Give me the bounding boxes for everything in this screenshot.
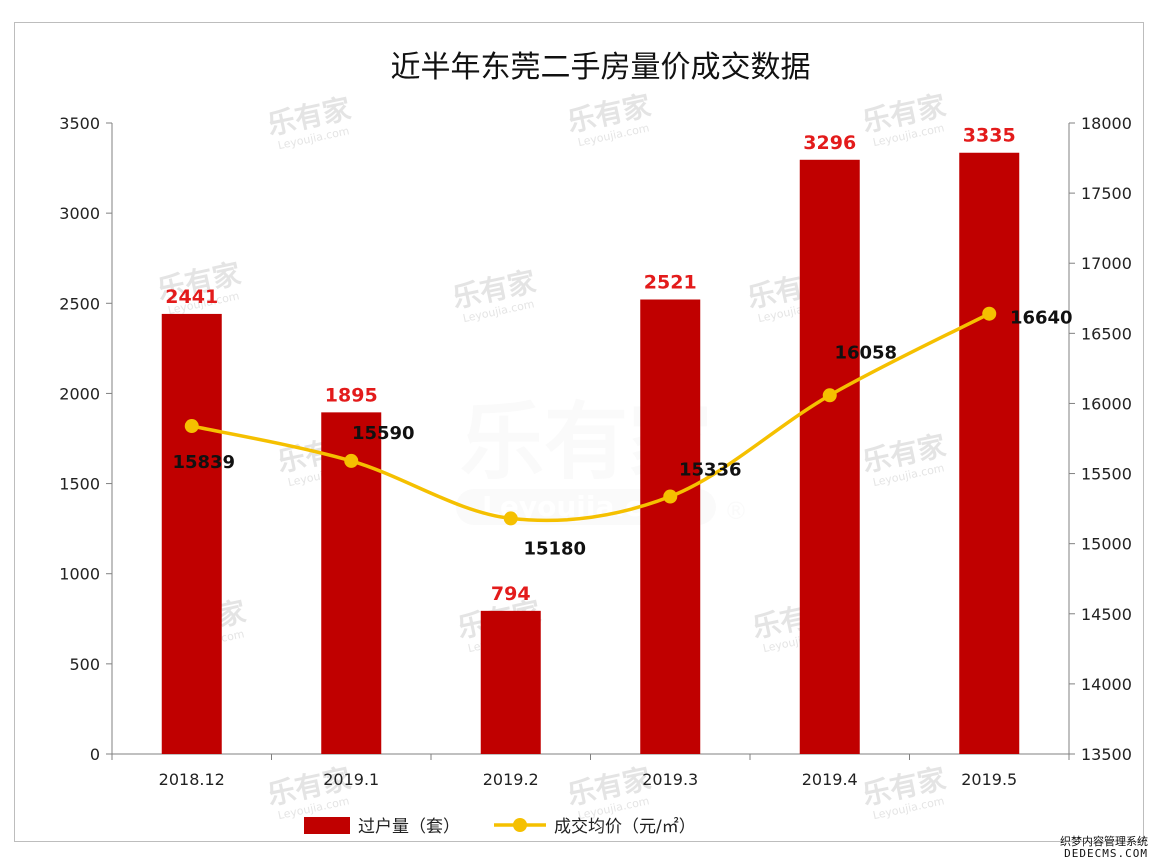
bar-value-label: 3296: [803, 132, 856, 154]
x-axis-tick-label: 2018.12: [159, 770, 225, 789]
bar: [161, 313, 222, 754]
price-point: [503, 511, 518, 526]
credit-line1: 织梦内容管理系统: [1060, 835, 1148, 848]
price-value-label: 16058: [834, 342, 897, 363]
bar-value-label: 1895: [325, 384, 378, 406]
x-axis-tick-label: 2019.4: [802, 770, 858, 789]
chart-frame: 乐有家 Leyoujia.com 乐有家 Leyoujia.com 乐有家 Leyouji…: [14, 22, 1144, 842]
site-credit: 织梦内容管理系统 DEDECMS.COM: [1060, 836, 1148, 860]
right-axis-tick-label: 15000: [1081, 535, 1132, 554]
legend-label-line: 成交均价（元/㎡）: [554, 817, 696, 837]
price-value-label: 15336: [679, 460, 742, 481]
x-axis-tick-label: 2019.3: [642, 770, 698, 789]
bar: [480, 610, 541, 754]
x-axis-tick-label: 2019.2: [483, 770, 539, 789]
price-point: [822, 388, 837, 403]
price-value-label: 15839: [172, 452, 235, 473]
price-point: [663, 489, 678, 504]
right-axis-tick-label: 17500: [1081, 184, 1132, 203]
watermark-registered-mark: ®: [724, 497, 748, 525]
x-axis-tick-label: 2019.1: [323, 770, 379, 789]
right-axis-tick-label: 18000: [1081, 114, 1132, 133]
right-axis-tick-label: 14000: [1081, 675, 1132, 694]
legend-swatch-bar: [304, 817, 350, 834]
price-value-label: 15180: [523, 538, 586, 559]
price-point: [184, 419, 199, 434]
left-axis-tick-label: 2000: [59, 384, 100, 403]
price-line: [191, 312, 991, 523]
right-axis-tick-label: 13500: [1081, 745, 1132, 764]
left-axis-tick-label: 500: [69, 655, 100, 674]
left-axis-tick-label: 3500: [59, 114, 100, 133]
credit-line2: DEDECMS.COM: [1064, 847, 1148, 860]
bar-value-label: 3335: [963, 125, 1016, 147]
right-axis-tick-label: 16000: [1081, 394, 1132, 413]
legend-label-bar: 过户量（套）: [358, 817, 460, 837]
bar: [640, 299, 701, 754]
left-axis-tick-label: 1000: [59, 565, 100, 584]
right-axis-tick-label: 16500: [1081, 324, 1132, 343]
left-axis-tick-label: 0: [90, 745, 100, 764]
bar-value-label: 794: [491, 583, 531, 605]
chart-title: 近半年东莞二手房量价成交数据: [391, 50, 811, 85]
bar: [799, 159, 860, 754]
left-axis-tick-label: 3000: [59, 204, 100, 223]
legend-swatch-marker: [513, 818, 527, 832]
right-axis-tick-label: 15500: [1081, 465, 1132, 484]
left-axis-tick-label: 1500: [59, 475, 100, 494]
bar-value-label: 2441: [165, 286, 218, 308]
right-axis-tick-label: 14500: [1081, 605, 1132, 624]
right-axis-tick-label: 17000: [1081, 254, 1132, 273]
price-point: [344, 453, 359, 468]
left-axis-tick-label: 2500: [59, 294, 100, 313]
price-value-label: 16640: [1010, 308, 1073, 329]
x-axis-tick-label: 2019.5: [961, 770, 1017, 789]
price-point: [982, 306, 997, 321]
bar: [959, 152, 1020, 755]
bar-value-label: 2521: [644, 271, 697, 293]
price-value-label: 15590: [352, 423, 415, 444]
